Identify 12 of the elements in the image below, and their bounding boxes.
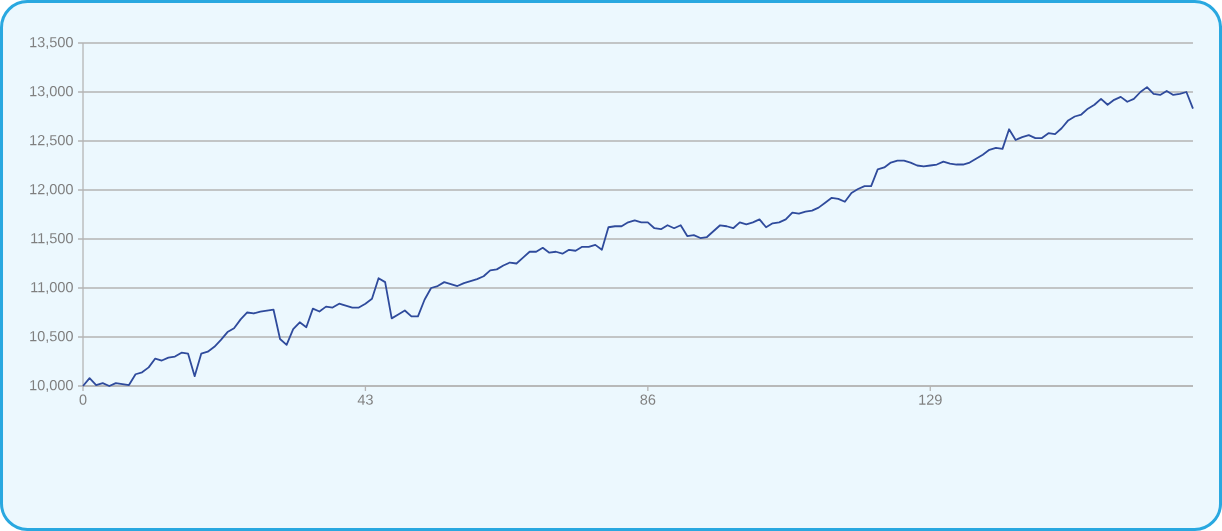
x-tick-label: 0 bbox=[79, 394, 87, 405]
y-tick-label: 13,000 bbox=[30, 86, 73, 98]
x-tick-label: 86 bbox=[640, 394, 656, 405]
y-tick-label: 10,500 bbox=[30, 331, 73, 343]
x-tick-label: 43 bbox=[357, 394, 373, 405]
y-tick-label: 12,500 bbox=[30, 135, 73, 147]
y-tick-label: 10,000 bbox=[30, 380, 73, 392]
y-tick-label: 11,000 bbox=[31, 282, 73, 294]
y-tick-label: 11,500 bbox=[31, 233, 73, 245]
y-tick-label: 12,000 bbox=[30, 184, 73, 196]
y-tick-label: 13,500 bbox=[30, 37, 73, 49]
x-tick-label: 129 bbox=[919, 394, 942, 405]
